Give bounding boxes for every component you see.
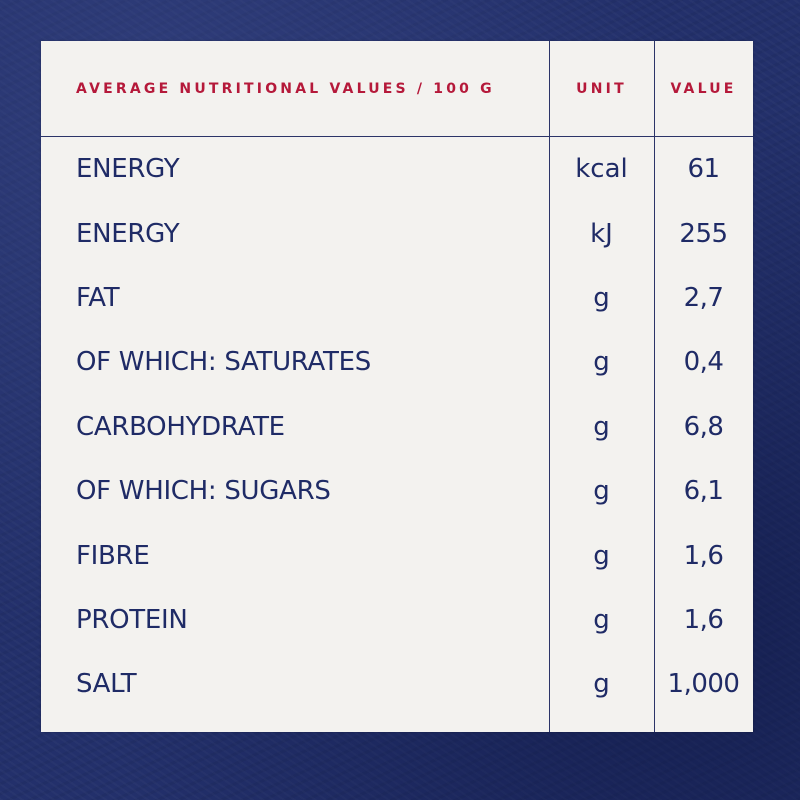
nutrient-unit: g (593, 282, 610, 313)
nutrient-name: FAT (76, 282, 120, 313)
table-row: ENERGY kcal 61 (41, 137, 753, 201)
nutrient-value: 255 (679, 218, 728, 249)
table-row: FAT g 2,7 (41, 266, 753, 330)
nutrient-unit: g (593, 411, 610, 442)
header-value: VALUE (670, 80, 737, 97)
nutrient-name: OF WHICH: SATURATES (76, 347, 371, 378)
column-divider-value (654, 41, 655, 732)
nutrient-value: 1,000 (667, 669, 740, 700)
header-unit: UNIT (576, 80, 627, 97)
table-row: CARBOHYDRATE g 6,8 (41, 395, 753, 459)
nutrient-name: PROTEIN (76, 604, 188, 635)
table-row: ENERGY kJ 255 (41, 201, 753, 265)
table-row: OF WHICH: SATURATES g 0,4 (41, 330, 753, 394)
nutrient-value: 1,6 (683, 604, 724, 635)
nutrition-table: AVERAGE NUTRITIONAL VALUES / 100 G UNIT … (41, 41, 753, 732)
nutrient-unit: g (593, 540, 610, 571)
table-row: FIBRE g 1,6 (41, 523, 753, 587)
nutrient-name: SALT (76, 669, 137, 700)
nutrient-value: 0,4 (683, 347, 724, 378)
nutrient-unit: g (593, 347, 610, 378)
nutrient-unit: kJ (590, 218, 613, 249)
header-divider (41, 136, 753, 137)
nutrient-name: ENERGY (76, 218, 180, 249)
nutrient-unit: g (593, 476, 610, 507)
nutrient-value: 2,7 (683, 282, 724, 313)
nutrient-unit: g (593, 604, 610, 635)
column-divider-unit (549, 41, 550, 732)
table-row: OF WHICH: SUGARS g 6,1 (41, 459, 753, 523)
nutrient-value: 61 (687, 154, 720, 185)
nutrient-unit: g (593, 669, 610, 700)
nutrient-value: 6,8 (683, 411, 724, 442)
nutrient-value: 1,6 (683, 540, 724, 571)
table-body: ENERGY kcal 61 ENERGY kJ 255 FAT g 2,7 O… (41, 137, 753, 717)
table-row: SALT g 1,000 (41, 652, 753, 716)
nutrient-value: 6,1 (683, 476, 724, 507)
nutrient-name: FIBRE (76, 540, 150, 571)
table-row: PROTEIN g 1,6 (41, 588, 753, 652)
nutrient-unit: kcal (575, 154, 628, 185)
nutrient-name: ENERGY (76, 154, 180, 185)
nutrient-name: CARBOHYDRATE (76, 411, 285, 442)
nutrient-name: OF WHICH: SUGARS (76, 476, 331, 507)
header-nutrient: AVERAGE NUTRITIONAL VALUES / 100 G (76, 80, 495, 97)
